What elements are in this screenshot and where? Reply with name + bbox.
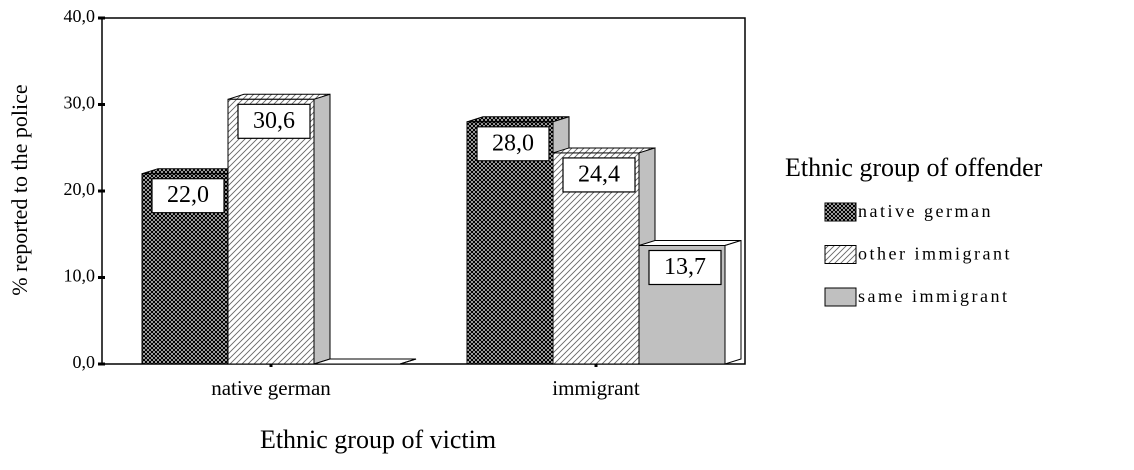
bar-top — [552, 147, 656, 154]
bar-front — [466, 121, 554, 365]
legend-label: other immigrant — [858, 244, 1012, 264]
value-label-box — [562, 157, 636, 193]
y-tick-label: 40,0 — [64, 6, 96, 26]
value-label: 24,4 — [578, 161, 620, 187]
legend-swatch — [824, 287, 857, 307]
value-label-box — [237, 103, 311, 139]
value-label-box — [648, 249, 722, 286]
bar-side — [724, 239, 742, 365]
y-tick-label: 30,0 — [64, 93, 96, 113]
bar-side — [399, 358, 417, 365]
bar — [313, 358, 417, 365]
legend-label: native german — [858, 201, 993, 221]
bar-front — [227, 98, 315, 365]
value-label: 28,0 — [492, 130, 534, 156]
y-tick-label: 10,0 — [64, 266, 96, 286]
bar-side — [313, 93, 331, 365]
value-label: 30,6 — [253, 108, 295, 134]
y-tick-label: 0,0 — [73, 352, 96, 372]
value-label: 13,7 — [664, 254, 706, 280]
x-axis-title: Ethnic group of victim — [260, 425, 496, 454]
x-tick-label: immigrant — [552, 376, 640, 400]
x-tick-label: native german — [211, 376, 331, 400]
legend-swatch — [824, 245, 857, 264]
value-label: 22,0 — [167, 182, 209, 208]
y-axis-title: % reported to the police — [7, 84, 32, 295]
bar-top — [227, 93, 331, 100]
legend-title: Ethnic group of offender — [785, 153, 1043, 182]
bar-top — [638, 239, 742, 246]
y-tick-label: 20,0 — [64, 179, 96, 199]
bar-top — [466, 116, 570, 123]
bar — [227, 93, 331, 365]
legend-swatch — [824, 202, 857, 222]
legend-label: same immigrant — [858, 286, 1009, 306]
value-label-box — [151, 178, 225, 214]
bar-top — [313, 358, 417, 365]
value-label-box — [476, 126, 550, 162]
